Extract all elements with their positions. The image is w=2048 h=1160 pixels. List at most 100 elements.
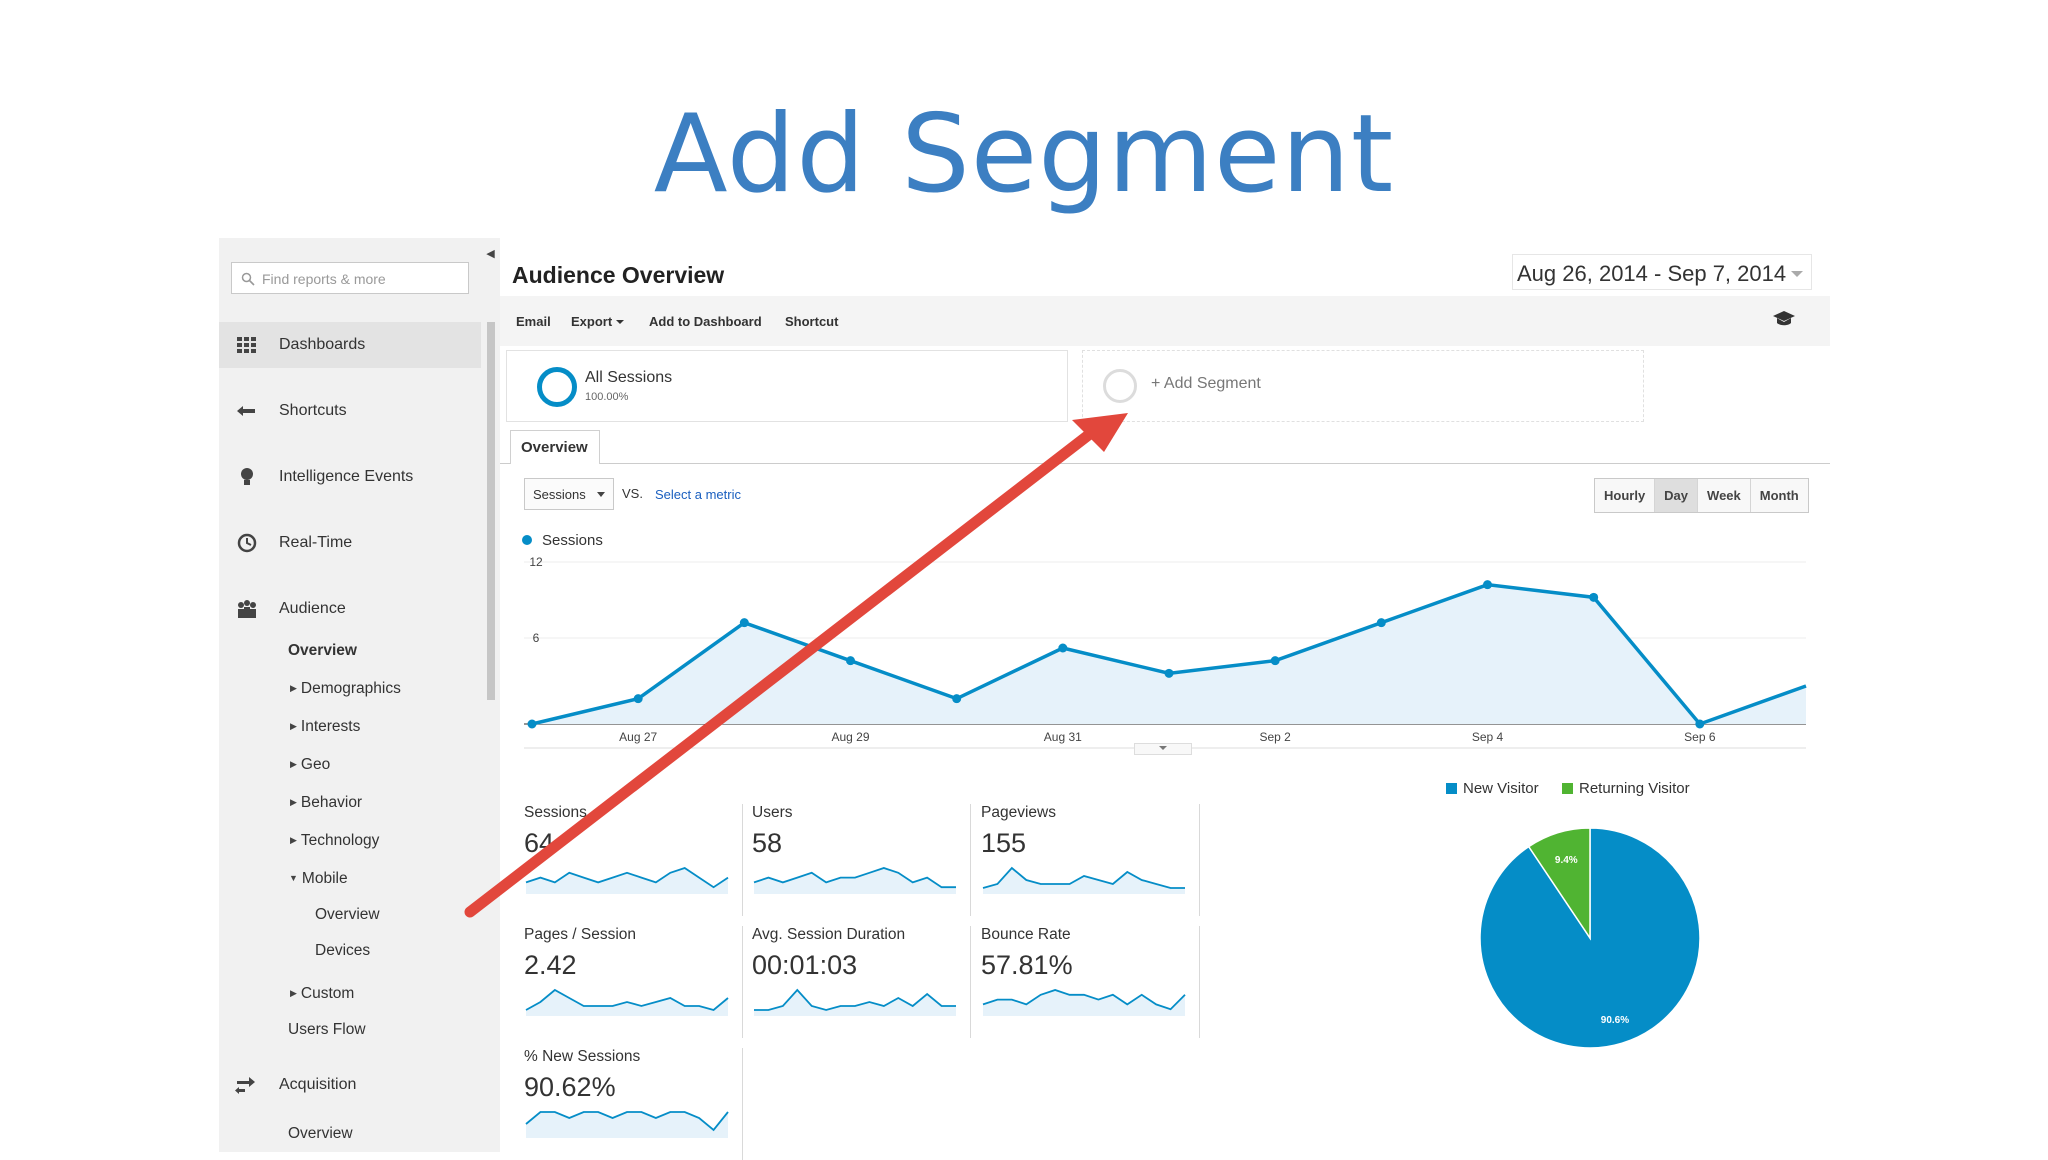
people-icon bbox=[238, 600, 256, 618]
data-point[interactable] bbox=[739, 618, 749, 628]
data-point[interactable] bbox=[1695, 719, 1705, 729]
month-button[interactable]: Month bbox=[1750, 479, 1808, 512]
sidebar-users-flow[interactable]: Users Flow bbox=[288, 1021, 366, 1038]
sidebar-geo[interactable]: ▶ Geo bbox=[290, 756, 330, 774]
kpi-name: Bounce Rate bbox=[981, 926, 1071, 943]
kpi-value: 57.81% bbox=[981, 950, 1073, 980]
kpi-value: 00:01:03 bbox=[752, 950, 858, 980]
sparkline-line bbox=[982, 989, 1186, 1011]
legend-swatch bbox=[1562, 783, 1573, 794]
kpi-new-sessions: % New Sessions 90.62% bbox=[524, 1048, 743, 1160]
collapse-arrow-icon: ▼ bbox=[289, 873, 298, 883]
sidebar-mobile-overview[interactable]: Overview bbox=[315, 906, 380, 923]
chart-expand-handle[interactable] bbox=[1134, 743, 1192, 755]
week-button[interactable]: Week bbox=[1698, 479, 1751, 512]
data-point[interactable] bbox=[846, 656, 855, 666]
kpi-name: Pages / Session bbox=[524, 926, 637, 943]
sidebar-mobile[interactable]: ▼ Mobile bbox=[289, 870, 348, 888]
kpi-name: Sessions bbox=[524, 804, 587, 821]
x-tick-label: Sep 2 bbox=[1259, 730, 1291, 744]
sidebar-behavior-label: Behavior bbox=[300, 794, 363, 811]
sidebar-item-label: Acquisition bbox=[279, 1076, 357, 1093]
data-point[interactable] bbox=[1376, 618, 1386, 628]
kpi-name: % New Sessions bbox=[524, 1048, 641, 1065]
data-point[interactable] bbox=[952, 694, 962, 704]
kpi-value: 90.62% bbox=[524, 1072, 616, 1102]
sparkline-area bbox=[754, 990, 956, 1016]
data-point[interactable] bbox=[633, 694, 643, 704]
kpi-sparkline bbox=[754, 988, 956, 1016]
pie-slice[interactable] bbox=[1527, 827, 1591, 941]
sparkline-line bbox=[754, 988, 956, 1011]
data-point[interactable] bbox=[1270, 656, 1280, 666]
sparkline-area bbox=[526, 1112, 728, 1138]
sidebar-item-shortcuts[interactable]: Shortcuts bbox=[219, 388, 481, 434]
pie-legend-returning-visitor: Returning Visitor bbox=[1562, 780, 1690, 797]
sidebar-item-dashboards[interactable]: Dashboards bbox=[219, 322, 481, 368]
data-point[interactable] bbox=[1058, 643, 1068, 653]
sidebar-custom[interactable]: ▶ Custom bbox=[290, 985, 354, 1003]
hourly-button[interactable]: Hourly bbox=[1595, 479, 1656, 512]
add-segment-card[interactable]: + Add Segment bbox=[1082, 350, 1644, 422]
sidebar-scrollbar[interactable] bbox=[487, 322, 495, 700]
data-point[interactable] bbox=[527, 719, 537, 729]
sidebar-interests[interactable]: ▶ Interests bbox=[290, 718, 360, 736]
sidebar-technology[interactable]: ▶ Technology bbox=[290, 832, 379, 850]
sidebar-demographics-label: Demographics bbox=[300, 680, 401, 697]
sidebar-audience-overview[interactable]: Overview bbox=[288, 642, 357, 659]
sparkline-area bbox=[983, 990, 1185, 1016]
segment-name: All Sessions bbox=[585, 369, 673, 386]
chevron-down-icon bbox=[616, 320, 625, 324]
kpi-sparkline bbox=[525, 988, 729, 1016]
kpi-value: 155 bbox=[981, 828, 1027, 858]
date-range-picker[interactable]: Aug 26, 2014 - Sep 7, 2014 bbox=[1512, 254, 1812, 290]
sidebar-item-real-time[interactable]: Real-Time bbox=[219, 520, 481, 566]
empty-segment-ring-icon bbox=[1103, 369, 1137, 403]
clock-icon bbox=[237, 533, 257, 553]
kpi-value: 64 bbox=[524, 828, 555, 858]
sidebar-item-intelligence-events[interactable]: Intelligence Events bbox=[219, 454, 481, 500]
pie-legend-label: New Visitor bbox=[1463, 780, 1539, 797]
kpi-bounce-rate: Bounce Rate 57.81% bbox=[981, 926, 1200, 1038]
sidebar-item-label: Audience bbox=[279, 600, 346, 617]
sidebar-item-label: Real-Time bbox=[279, 534, 353, 551]
shortcut-button[interactable]: Shortcut bbox=[785, 314, 839, 329]
kpi-sparkline bbox=[753, 867, 956, 894]
x-tick-label: Aug 27 bbox=[619, 730, 657, 744]
add-segment-button[interactable]: + Add Segment bbox=[1151, 375, 1261, 392]
kpi-avg-session-duration: Avg. Session Duration 00:01:03 bbox=[752, 926, 971, 1038]
email-button[interactable]: Email bbox=[516, 314, 551, 329]
sidebar-item-audience[interactable]: Audience bbox=[219, 586, 481, 632]
sidebar-item-label: Dashboards bbox=[279, 336, 366, 353]
segment-percentage: 100.00% bbox=[585, 391, 629, 403]
pie-slice-label: 9.4% bbox=[1555, 855, 1578, 866]
graduation-cap-icon[interactable] bbox=[1772, 310, 1796, 328]
sidebar-behavior[interactable]: ▶ Behavior bbox=[290, 794, 362, 812]
add-to-dashboard-button[interactable]: Add to Dashboard bbox=[649, 314, 762, 329]
search-input[interactable]: Find reports & more bbox=[231, 262, 469, 294]
sidebar-demographics[interactable]: ▶ Demographics bbox=[290, 680, 401, 698]
data-point[interactable] bbox=[1483, 580, 1492, 590]
sidebar-technology-label: Technology bbox=[300, 832, 380, 849]
data-point[interactable] bbox=[1164, 668, 1174, 678]
arrow-left-icon bbox=[237, 406, 255, 416]
sidebar-acquisition-overview[interactable]: Overview bbox=[288, 1125, 353, 1142]
sidebar-item-acquisition[interactable]: Acquisition bbox=[219, 1062, 481, 1108]
kpi-sparkline bbox=[525, 1111, 729, 1138]
collapse-sidebar-button[interactable]: ◀ bbox=[486, 248, 495, 260]
sidebar-custom-label: Custom bbox=[300, 985, 355, 1002]
export-button[interactable]: Export bbox=[571, 314, 625, 329]
kpi-value: 2.42 bbox=[524, 950, 577, 980]
kpi-sparkline bbox=[982, 866, 1185, 894]
sidebar-geo-label: Geo bbox=[300, 756, 331, 773]
sidebar-mobile-devices[interactable]: Devices bbox=[315, 942, 371, 959]
series-area bbox=[532, 584, 1806, 724]
data-point[interactable] bbox=[1589, 592, 1599, 602]
search-placeholder: Find reports & more bbox=[262, 271, 386, 287]
lightbulb-icon bbox=[241, 468, 253, 485]
search-icon bbox=[241, 272, 255, 286]
day-button[interactable]: Day bbox=[1655, 479, 1699, 512]
all-sessions-segment[interactable]: All Sessions 100.00% bbox=[506, 350, 1068, 422]
chevron-down-icon bbox=[1791, 271, 1803, 277]
expand-arrow-icon: ▶ bbox=[290, 759, 297, 769]
